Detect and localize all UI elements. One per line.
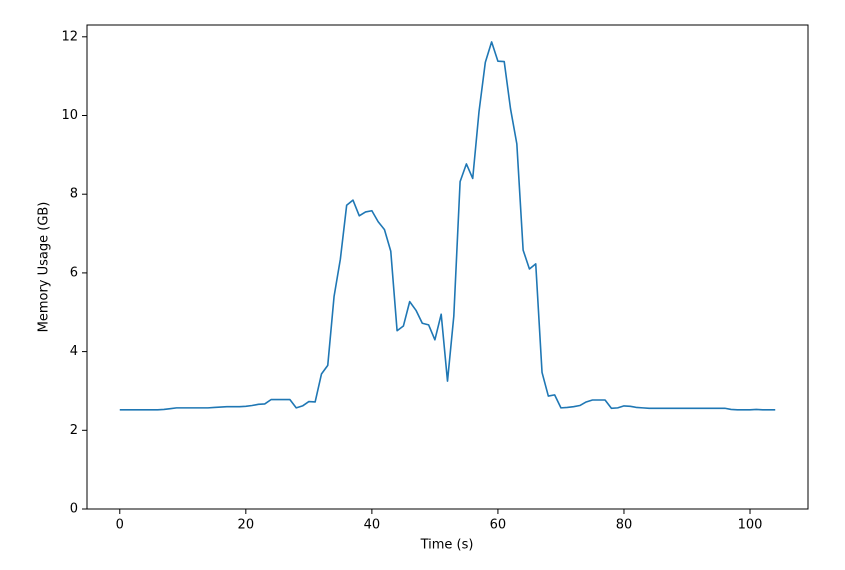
y-tick-label: 6 [70, 265, 78, 280]
x-tick-label: 60 [490, 518, 507, 533]
y-tick-label: 0 [70, 502, 78, 517]
axes-frame [86, 24, 809, 510]
x-tick-label: 40 [364, 518, 381, 533]
y-tick-label: 10 [61, 108, 78, 123]
x-tick-label: 0 [116, 518, 124, 533]
y-tick-label: 12 [61, 29, 78, 44]
y-tick-label: 4 [70, 344, 78, 359]
y-tick-label: 8 [70, 187, 78, 202]
y-tick-label: 2 [70, 423, 78, 438]
x-tick-label: 80 [616, 518, 633, 533]
x-tick-label: 20 [238, 518, 255, 533]
data-line [119, 41, 776, 411]
x-tick-label: 100 [738, 518, 763, 533]
x-axis-label: Time (s) [420, 538, 474, 553]
y-axis-label: Memory Usage (GB) [37, 202, 52, 333]
